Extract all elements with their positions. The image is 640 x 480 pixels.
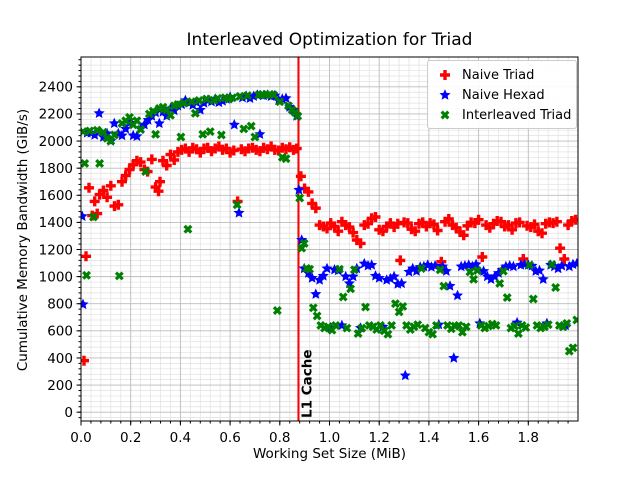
svg-text:1800: 1800 [39, 161, 73, 177]
svg-text:1600: 1600 [39, 188, 73, 204]
svg-text:1.4: 1.4 [418, 430, 439, 446]
svg-text:0.4: 0.4 [170, 430, 191, 446]
svg-text:0.8: 0.8 [269, 430, 290, 446]
svg-text:1200: 1200 [39, 242, 73, 258]
x-tick-labels: 0.0 0.2 0.4 0.6 0.8 1.0 1.2 1.4 1.6 1.8 [70, 430, 539, 446]
legend-row-naive-triad: Naive Triad [428, 65, 576, 85]
legend-label: Naive Hexad [462, 87, 545, 103]
svg-text:400: 400 [47, 351, 73, 367]
legend-label: Interleaved Triad [462, 107, 572, 123]
svg-text:0.0: 0.0 [70, 430, 91, 446]
svg-text:0.2: 0.2 [120, 430, 141, 446]
svg-text:0: 0 [64, 405, 73, 421]
legend: Naive Triad Naive Hexad Interleaved Tria… [427, 60, 577, 129]
svg-text:0.6: 0.6 [219, 430, 240, 446]
plus-marker-icon [428, 68, 462, 82]
svg-text:800: 800 [47, 297, 73, 313]
svg-text:600: 600 [47, 324, 73, 340]
svg-text:1.2: 1.2 [368, 430, 389, 446]
svg-text:1.6: 1.6 [468, 430, 489, 446]
svg-text:1.8: 1.8 [518, 430, 539, 446]
x-axis-label: Working Set Size (MiB) [252, 446, 406, 462]
svg-text:1400: 1400 [39, 215, 73, 231]
svg-text:2400: 2400 [39, 80, 73, 96]
legend-label: Naive Triad [462, 67, 535, 83]
star-marker-icon [428, 88, 462, 102]
legend-row-naive-hexad: Naive Hexad [428, 85, 576, 105]
l1-cache-label: L1 Cache [299, 350, 315, 418]
x-marker-icon [428, 108, 462, 122]
chart-title: Interleaved Optimization for Triad [186, 30, 473, 50]
y-tick-labels: 0 200 400 600 800 1000 1200 1400 1600 1800 2000 220… [39, 80, 73, 421]
svg-text:1.0: 1.0 [319, 430, 340, 446]
axis-ticks [76, 59, 569, 426]
svg-text:2200: 2200 [39, 107, 73, 123]
svg-text:2000: 2000 [39, 134, 73, 150]
svg-text:200: 200 [47, 378, 73, 394]
legend-row-interleaved-triad: Interleaved Triad [428, 105, 576, 125]
svg-text:1000: 1000 [39, 269, 73, 285]
